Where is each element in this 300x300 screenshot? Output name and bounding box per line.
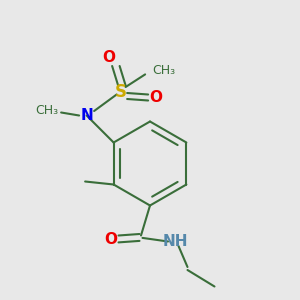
Text: N: N — [80, 108, 93, 123]
Text: NH: NH — [163, 234, 188, 249]
Text: O: O — [149, 90, 162, 105]
Text: CH₃: CH₃ — [153, 64, 176, 77]
Text: S: S — [115, 82, 127, 100]
Text: O: O — [103, 50, 116, 64]
Text: CH₃: CH₃ — [35, 104, 58, 118]
Text: O: O — [104, 232, 118, 247]
